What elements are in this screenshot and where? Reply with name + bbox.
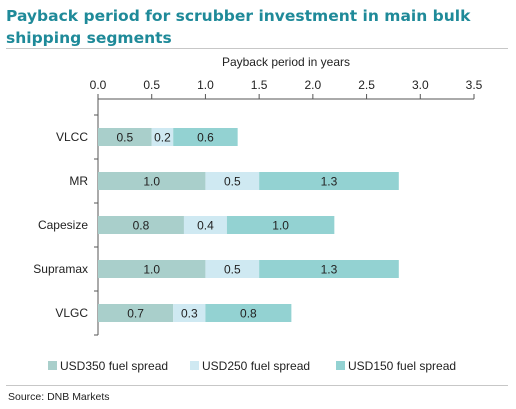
stacked-bar-chart: Payback period in years 0.0 0.5 1.0 1.5 2.0 2.…	[33, 55, 483, 373]
legend-label: USD150 fuel spread	[348, 359, 456, 373]
category-label: Capesize	[38, 218, 88, 232]
bar-segment	[151, 128, 174, 146]
category-label: MR	[69, 174, 88, 188]
bar-segment	[205, 260, 260, 278]
bar-segment	[98, 128, 152, 146]
legend-swatch	[48, 361, 57, 370]
bar-value-label: 0.3	[181, 307, 198, 321]
bar-segment	[205, 304, 292, 322]
bar-segment	[173, 128, 238, 146]
bar-value-label: 0.6	[197, 131, 214, 145]
x-tick-label: 3.5	[466, 78, 483, 92]
x-axis-label: Payback period in years	[222, 55, 350, 69]
category-label: VLGC	[55, 306, 88, 320]
bar-value-label: 0.5	[117, 131, 134, 145]
bar-segment	[205, 172, 260, 190]
bar-segment	[98, 172, 206, 190]
source-divider	[6, 385, 508, 386]
bar-value-label: 0.4	[197, 219, 214, 233]
bar-value-label: 0.5	[224, 175, 241, 189]
legend-label: USD250 fuel spread	[202, 359, 310, 373]
bar-segment	[98, 304, 174, 322]
bar-segment	[98, 216, 184, 234]
bar-value-label: 1.3	[321, 263, 338, 277]
category-label: Supramax	[33, 262, 88, 276]
source-note: Source: DNB Markets	[8, 391, 110, 403]
bar-value-label: 0.8	[133, 219, 150, 233]
bar-segment	[259, 172, 399, 190]
legend-swatch	[336, 361, 345, 370]
category-label: VLCC	[56, 130, 88, 144]
x-tick-label: 1.5	[251, 78, 268, 92]
bar-value-label: 1.0	[143, 263, 160, 277]
bar-value-label: 1.3	[321, 175, 338, 189]
title-divider	[6, 48, 508, 49]
bar-value-label: 1.0	[143, 175, 160, 189]
x-tick-label: 3.0	[412, 78, 429, 92]
legend-swatch	[190, 361, 199, 370]
bar-segment	[173, 304, 206, 322]
bar-segment	[226, 216, 335, 234]
x-tick-label: 0.5	[143, 78, 160, 92]
x-tick-label: 1.0	[197, 78, 214, 92]
bar-segment	[259, 260, 399, 278]
bar-segment	[98, 260, 206, 278]
bar-value-label: 0.5	[224, 263, 241, 277]
x-tick-label: 0.0	[90, 78, 107, 92]
bar-segment	[183, 216, 227, 234]
bar-value-label: 0.7	[127, 307, 144, 321]
x-tick-label: 2.5	[358, 78, 375, 92]
bar-value-label: 0.2	[154, 131, 171, 145]
legend-label: USD350 fuel spread	[60, 359, 168, 373]
bar-value-label: 0.8	[240, 307, 257, 321]
bar-value-label: 1.0	[272, 219, 289, 233]
chart-title: Payback period for scrubber investment i…	[6, 7, 471, 47]
x-tick-label: 2.0	[305, 78, 322, 92]
